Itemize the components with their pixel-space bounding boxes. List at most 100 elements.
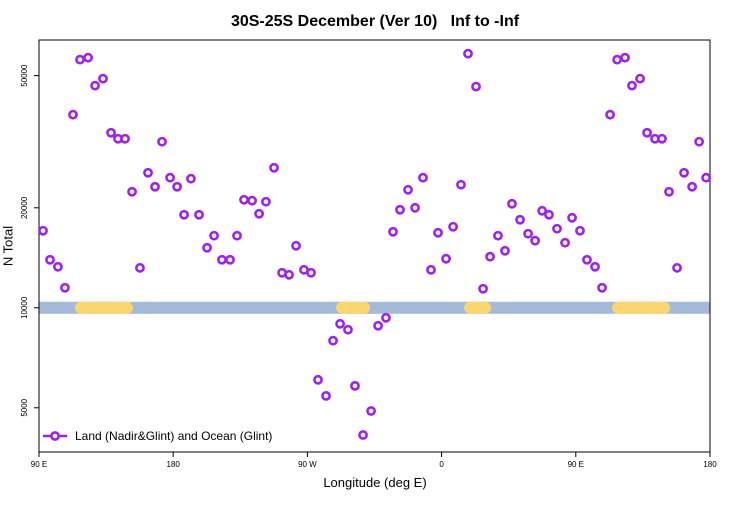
- data-point: [410, 202, 420, 213]
- data-point: [358, 430, 368, 440]
- data-point: [500, 245, 510, 256]
- data-point: [83, 52, 93, 63]
- data-point: [478, 283, 488, 294]
- data-point: [45, 254, 55, 265]
- x-axis-label: Longitude (deg E): [323, 475, 426, 490]
- data-point: [441, 253, 451, 264]
- data-point: [98, 73, 108, 84]
- surface-band-land: [74, 301, 133, 314]
- data-point: [202, 242, 212, 253]
- data-point: [418, 172, 428, 183]
- y-tick-label: 50000: [20, 64, 29, 87]
- y-tick-label: 10000: [20, 296, 29, 319]
- data-point: [60, 282, 70, 293]
- legend-marker: [50, 431, 60, 441]
- data-point: [530, 235, 540, 246]
- data-point: [291, 240, 301, 251]
- data-point: [471, 81, 481, 92]
- data-point: [515, 214, 525, 225]
- y-tick-label: 20000: [20, 196, 29, 219]
- data-point: [284, 269, 294, 280]
- data-point: [306, 267, 316, 278]
- data-point: [217, 254, 227, 265]
- data-point: [328, 335, 338, 346]
- data-point: [575, 225, 585, 236]
- x-tick-label: 0: [439, 460, 444, 469]
- data-point: [679, 167, 689, 178]
- data-point: [321, 390, 331, 401]
- data-point: [127, 186, 137, 197]
- data-point: [38, 225, 48, 236]
- data-point: [90, 80, 100, 91]
- data-point: [701, 172, 712, 183]
- data-point: [143, 167, 153, 178]
- data-point: [186, 173, 196, 184]
- data-point: [209, 230, 219, 241]
- data-point: [254, 208, 264, 219]
- data-point: [381, 312, 391, 323]
- data-point: [567, 212, 577, 223]
- data-point: [635, 73, 645, 84]
- data-point: [403, 184, 413, 195]
- x-tick-label: 90 E: [568, 460, 584, 469]
- surface-band-land: [336, 301, 371, 314]
- data-point: [225, 254, 235, 265]
- data-point: [313, 374, 323, 385]
- data-point: [68, 109, 78, 120]
- data-point: [343, 324, 353, 335]
- data-point: [426, 264, 436, 275]
- data-point: [135, 262, 145, 273]
- data-point: [157, 136, 167, 147]
- data-point: [106, 127, 116, 138]
- data-point: [463, 48, 473, 59]
- data-point: [269, 162, 279, 173]
- data-point: [350, 380, 360, 391]
- data-point: [150, 181, 160, 192]
- data-point: [605, 109, 615, 120]
- surface-band-land: [464, 301, 492, 314]
- data-point: [247, 195, 257, 206]
- data-point: [395, 204, 405, 215]
- data-point: [456, 179, 466, 190]
- data-point: [694, 136, 705, 147]
- surface-band-land: [612, 301, 671, 314]
- data-point: [687, 181, 698, 192]
- y-axis-label: N Total: [0, 226, 15, 266]
- plot-frame: [38, 39, 711, 453]
- data-point: [485, 251, 495, 262]
- x-tick-label: 180: [703, 460, 717, 469]
- data-point: [388, 226, 398, 237]
- data-point: [335, 318, 345, 329]
- data-point: [537, 205, 548, 216]
- data-point: [657, 133, 667, 144]
- data-point: [120, 133, 130, 144]
- data-point: [664, 186, 674, 197]
- data-point: [612, 54, 623, 65]
- data-point: [239, 194, 249, 205]
- surface-band-ocean: [39, 301, 710, 314]
- data-point: [261, 196, 271, 207]
- data-point: [552, 223, 562, 234]
- x-tick-label: 90 W: [298, 460, 317, 469]
- legend-label: Land (Nadir&Glint) and Ocean (Glint): [75, 429, 272, 443]
- data-point: [597, 282, 607, 293]
- x-tick-label: 180: [167, 460, 181, 469]
- chart-title: 30S-25S December (Ver 10) Inf to -Inf: [231, 13, 520, 30]
- data-point: [448, 221, 458, 232]
- data-point: [53, 261, 63, 272]
- data-point: [433, 227, 443, 238]
- data-point: [165, 172, 175, 183]
- data-point: [582, 254, 592, 265]
- data-point: [590, 261, 600, 272]
- data-point: [642, 127, 652, 138]
- data-point: [560, 237, 570, 248]
- data-point: [366, 406, 376, 416]
- data-point: [672, 262, 682, 273]
- data-point: [627, 80, 637, 91]
- data-point: [507, 198, 517, 209]
- data-point: [172, 181, 182, 192]
- data-point: [194, 209, 204, 220]
- data-point: [493, 230, 503, 241]
